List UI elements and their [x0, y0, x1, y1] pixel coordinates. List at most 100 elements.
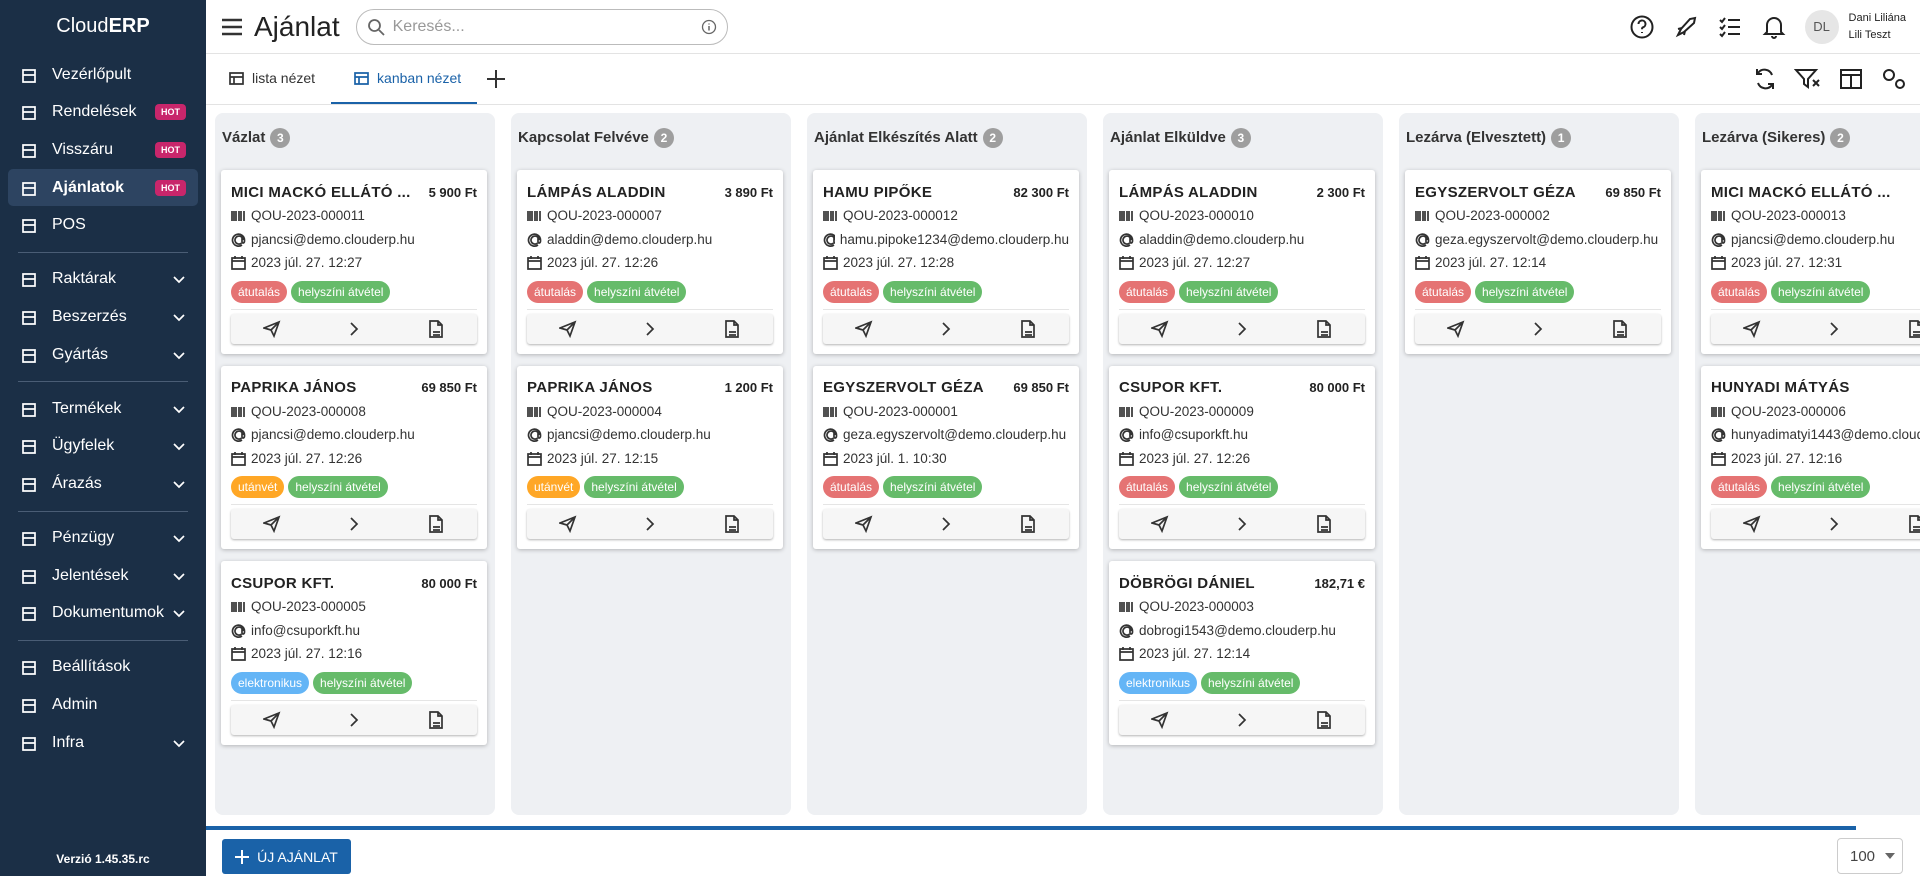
- pdf-button[interactable]: [723, 515, 741, 533]
- nav-chevron[interactable]: [172, 531, 186, 545]
- send-button[interactable]: [559, 320, 577, 338]
- nav-item[interactable]: Gyártás: [8, 336, 198, 374]
- send-button[interactable]: [855, 515, 873, 533]
- offer-card[interactable]: HAMU PIPŐKE 82 300 Ft QOU-2023-000012 hamu.…: [813, 170, 1079, 354]
- menu-button[interactable]: [220, 15, 244, 39]
- pdf-button[interactable]: [723, 319, 741, 338]
- pdf-button[interactable]: [1907, 319, 1920, 338]
- send-button[interactable]: [1151, 320, 1169, 338]
- nav-chevron[interactable]: [172, 402, 186, 416]
- open-button[interactable]: [1234, 516, 1250, 532]
- open-button[interactable]: [1234, 321, 1250, 337]
- nav-item[interactable]: Vezérlőpult: [8, 56, 198, 94]
- offer-card[interactable]: MICI MACKÓ ELLÁTÓ ... 5 900 Ft QOU-2023-00…: [221, 170, 487, 354]
- pdf-button[interactable]: [1611, 319, 1629, 338]
- pdf-button[interactable]: [1019, 319, 1037, 338]
- settings-button[interactable]: [1880, 66, 1908, 92]
- send-button[interactable]: [559, 515, 577, 533]
- nav-item[interactable]: Ügyfelek: [8, 428, 198, 466]
- nav-chevron[interactable]: [172, 310, 186, 324]
- page-size-select[interactable]: 100: [1837, 838, 1903, 874]
- brand[interactable]: Cloud ERP: [0, 0, 206, 52]
- notifications-button[interactable]: [1761, 14, 1787, 40]
- user-company: Lili Teszt: [1848, 28, 1891, 41]
- pdf-button[interactable]: [427, 710, 445, 729]
- send-button[interactable]: [1743, 515, 1761, 533]
- nav-item[interactable]: Rendelések HOT: [8, 94, 198, 132]
- nav-item[interactable]: Beállítások: [8, 649, 198, 687]
- open-button[interactable]: [938, 321, 954, 337]
- nav-chevron[interactable]: [172, 477, 186, 491]
- open-button[interactable]: [642, 321, 658, 337]
- offer-date-row: 2023 júl. 27. 12:26: [231, 447, 477, 471]
- open-button[interactable]: [1530, 321, 1546, 337]
- open-button[interactable]: [1826, 516, 1842, 532]
- nav-item[interactable]: Termékek: [8, 390, 198, 428]
- nav-item[interactable]: Ajánlatok HOT: [8, 168, 198, 207]
- refresh-button[interactable]: [1752, 66, 1778, 92]
- nav-item[interactable]: Beszerzés: [8, 298, 198, 336]
- nav-chevron[interactable]: [172, 272, 186, 286]
- new-offer-button[interactable]: ÚJ AJÁNLAT: [222, 839, 351, 874]
- send-button[interactable]: [1151, 711, 1169, 729]
- pdf-button[interactable]: [1315, 515, 1333, 533]
- nav-item[interactable]: Árazás: [8, 465, 198, 503]
- send-button[interactable]: [855, 320, 873, 338]
- pdf-button[interactable]: [1315, 710, 1333, 729]
- offer-card[interactable]: PAPRIKA JÁNOS 69 850 Ft QOU-2023-000008 pja…: [221, 365, 487, 549]
- open-button[interactable]: [1826, 321, 1842, 337]
- open-button[interactable]: [346, 321, 362, 337]
- offer-card[interactable]: CSUPOR KFT. 80 000 Ft QOU-2023-000009 info@…: [1109, 365, 1375, 549]
- scrollbar[interactable]: [206, 826, 1856, 830]
- view-tab[interactable]: kanban nézet: [331, 54, 478, 104]
- open-button[interactable]: [642, 516, 658, 532]
- offer-card[interactable]: EGYSZERVOLT GÉZA 69 850 Ft QOU-2023-000002…: [1405, 170, 1671, 354]
- send-button[interactable]: [263, 320, 281, 338]
- nav-item[interactable]: Raktárak: [8, 261, 198, 299]
- nav-item[interactable]: Dokumentumok: [8, 595, 198, 633]
- pdf-button[interactable]: [427, 319, 445, 338]
- nav-item[interactable]: POS: [8, 206, 198, 244]
- send-button[interactable]: [1447, 320, 1465, 338]
- nav-item[interactable]: Jelentések: [8, 557, 198, 595]
- nav-chevron[interactable]: [172, 736, 186, 750]
- tasks-button[interactable]: [1717, 14, 1743, 40]
- send-button[interactable]: [263, 711, 281, 729]
- offer-card[interactable]: CSUPOR KFT. 80 000 Ft QOU-2023-000005 info@…: [221, 561, 487, 745]
- offer-card[interactable]: LÁMPÁS ALADDIN 3 890 Ft QOU-2023-000007 ala…: [517, 170, 783, 354]
- add-view-button[interactable]: [485, 68, 507, 90]
- rocket-button[interactable]: [1673, 14, 1699, 40]
- nav-item[interactable]: Infra: [8, 724, 198, 762]
- pdf-button[interactable]: [1019, 515, 1037, 533]
- open-button[interactable]: [346, 712, 362, 728]
- offer-card[interactable]: DÖBRÖGI DÁNIEL 182,71 € QOU-2023-000003 dob…: [1109, 561, 1375, 745]
- nav-chevron[interactable]: [172, 569, 186, 583]
- nav-chevron[interactable]: [172, 606, 186, 620]
- view-tab[interactable]: lista nézet: [206, 54, 331, 104]
- nav-item[interactable]: Visszáru HOT: [8, 131, 198, 169]
- pdf-button[interactable]: [427, 515, 445, 533]
- nav-item[interactable]: Admin: [8, 686, 198, 724]
- send-button[interactable]: [263, 515, 281, 533]
- help-button[interactable]: [1629, 14, 1655, 40]
- offer-card[interactable]: PAPRIKA JÁNOS 1 200 Ft QOU-2023-000004 pjan…: [517, 365, 783, 549]
- open-button[interactable]: [346, 516, 362, 532]
- filter-button[interactable]: [1794, 66, 1822, 92]
- pdf-button[interactable]: [1907, 515, 1920, 533]
- offer-card[interactable]: LÁMPÁS ALADDIN 2 300 Ft QOU-2023-000010 ala…: [1109, 170, 1375, 354]
- columns-button[interactable]: [1838, 66, 1864, 92]
- open-button[interactable]: [1234, 712, 1250, 728]
- pdf-button[interactable]: [1315, 319, 1333, 338]
- nav-item[interactable]: Pénzügy: [8, 519, 198, 557]
- nav-chevron[interactable]: [172, 439, 186, 453]
- send-button[interactable]: [1151, 515, 1169, 533]
- search-box[interactable]: Keresés...: [355, 8, 728, 45]
- offer-card[interactable]: MICI MACKÓ ELLÁTÓ ...1 QOU-2023-000013 pja…: [1701, 170, 1920, 354]
- offer-card[interactable]: HUNYADI MÁTYÁS85 QOU-2023-000006 hunyadima…: [1701, 365, 1920, 549]
- send-button[interactable]: [1743, 320, 1761, 338]
- offer-card[interactable]: EGYSZERVOLT GÉZA 69 850 Ft QOU-2023-000001…: [813, 365, 1079, 549]
- avatar[interactable]: DL: [1804, 9, 1839, 44]
- open-button[interactable]: [938, 516, 954, 532]
- info-icon[interactable]: [701, 19, 717, 35]
- nav-chevron[interactable]: [172, 348, 186, 362]
